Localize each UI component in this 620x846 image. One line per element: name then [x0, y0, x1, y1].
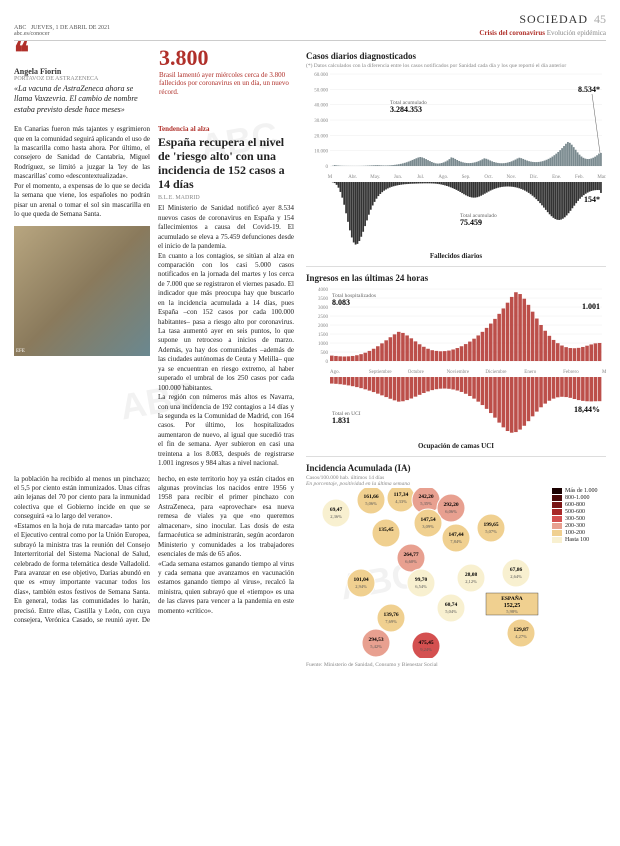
chart3-hosp: 05001000150020002500300035004000Ago.Sept…: [306, 285, 606, 375]
svg-text:67,86: 67,86: [510, 567, 523, 573]
svg-text:139,76: 139,76: [383, 612, 398, 618]
chart1-cases: 010.00020.00030.00040.00050.00060.000MAb…: [306, 70, 606, 180]
article-headline: España recupera el nivel de 'riesgo alto…: [158, 136, 294, 191]
svg-text:28,08: 28,08: [465, 572, 478, 578]
svg-text:129,87: 129,87: [513, 627, 528, 633]
beach-photo: EFE: [14, 226, 150, 356]
svg-text:500: 500: [321, 351, 329, 356]
svg-text:264,77: 264,77: [403, 552, 418, 558]
svg-text:40.000: 40.000: [314, 103, 328, 108]
svg-text:154*: 154*: [584, 195, 600, 204]
svg-text:292,20: 292,20: [443, 502, 458, 508]
article-byline: B.L.E. MADRID: [158, 195, 294, 201]
svg-text:1.831: 1.831: [332, 416, 350, 425]
svg-text:147,44: 147,44: [448, 532, 463, 538]
page-header: ABC JUEVES, 1 DE ABRIL DE 2021 abc.es/co…: [14, 12, 606, 41]
svg-text:ESPAÑA: ESPAÑA: [501, 594, 523, 602]
svg-text:3.284.353: 3.284.353: [390, 105, 422, 114]
quote-role: PORTAVOZ DE ASTRAZENECA: [14, 76, 149, 82]
svg-text:8.083: 8.083: [332, 298, 350, 307]
svg-text:4000: 4000: [318, 288, 329, 293]
chart1-title: Casos diarios diagnosticados: [306, 51, 606, 61]
svg-text:199,65: 199,65: [483, 522, 498, 528]
svg-text:1000: 1000: [318, 342, 329, 347]
svg-text:69,47: 69,47: [330, 507, 343, 513]
svg-text:161,66: 161,66: [363, 494, 378, 500]
svg-text:475,45: 475,45: [418, 640, 433, 646]
crisis-label: Crisis del coronavirus: [479, 29, 545, 37]
img-credit: EFE: [16, 349, 25, 354]
quote-block: ❝ Angela Fiorin PORTAVOZ DE ASTRAZENECA …: [14, 47, 149, 115]
svg-text:117,34: 117,34: [394, 492, 409, 498]
body-text-1: En Canarias fueron más tajantes y esgrim…: [14, 125, 150, 219]
map-title: Incidencia Acumulada (IA): [306, 463, 606, 473]
section-name: SOCIEDAD: [519, 12, 588, 26]
quote-text: «La vacuna de AstraZeneca ahora se llama…: [14, 84, 149, 115]
svg-text:60.000: 60.000: [314, 73, 328, 78]
svg-text:20.000: 20.000: [314, 134, 328, 139]
spain-map: 69,472,36%161,665,06%117,344,33%242,205,…: [306, 488, 546, 658]
article-tag: Tendencia al alza: [158, 125, 294, 133]
chart4-subtitle: Ocupación de camas UCI: [306, 442, 606, 450]
svg-text:60,74: 60,74: [445, 602, 458, 608]
map-subtitle2: En porcentaje, positividad en la última …: [306, 481, 606, 488]
svg-text:50.000: 50.000: [314, 88, 328, 93]
stat-block: 3.800 Brasil lamentó ayer miércoles cerc…: [159, 47, 294, 115]
quote-mark-icon: ❝: [14, 47, 149, 61]
source-text: Fuente: Ministerio de Sanidad, Consumo y…: [306, 662, 606, 668]
svg-text:2500: 2500: [318, 315, 329, 320]
svg-text:101,04: 101,04: [353, 577, 368, 583]
url: abc.es/conocer: [14, 31, 49, 37]
svg-text:147,54: 147,54: [420, 517, 435, 523]
svg-text:10.000: 10.000: [314, 149, 328, 154]
svg-text:1500: 1500: [318, 333, 329, 338]
body-text-2: la población ha recibido al menos un pin…: [14, 475, 294, 626]
svg-text:3500: 3500: [318, 297, 329, 302]
chart2-deaths: Total acumulado75.459154* Fallecidos dia…: [306, 180, 606, 260]
quote-author: Angela Fiorin: [14, 67, 149, 76]
chart2-subtitle: Fallecidos diarios: [306, 252, 606, 260]
stat-desc: Brasil lamentó ayer miércoles cerca de 3…: [159, 71, 294, 96]
svg-text:1.001: 1.001: [582, 302, 600, 311]
svg-text:2000: 2000: [318, 324, 329, 329]
map-legend: Más de 1.000800-1.000600-800500-600300-5…: [552, 488, 606, 658]
svg-text:242,20: 242,20: [418, 494, 433, 500]
crisis-sub: Evolución epidémica: [547, 29, 606, 37]
chart4-uci: Total en UCI1.83118,44% Ocupación de cam…: [306, 375, 606, 450]
svg-text:18,44%: 18,44%: [574, 405, 600, 414]
svg-text:0: 0: [326, 165, 329, 170]
svg-text:8.534*: 8.534*: [578, 85, 600, 94]
svg-text:0: 0: [326, 360, 329, 365]
svg-text:294,53: 294,53: [368, 637, 383, 643]
map-subtitle: Casos/100.000 hab. últimos 14 días: [306, 475, 606, 482]
svg-text:99,70: 99,70: [415, 577, 428, 583]
svg-text:135,45: 135,45: [378, 527, 393, 533]
chart1-note: (*) Datos calculados con la diferencia e…: [306, 63, 606, 70]
chart3-title: Ingresos en las últimas 24 horas: [306, 273, 606, 283]
svg-text:3000: 3000: [318, 306, 329, 311]
stat-number: 3.800: [159, 47, 294, 69]
article-body: El Ministerio de Sanidad notificó ayer 8…: [158, 204, 294, 468]
svg-text:30.000: 30.000: [314, 119, 328, 124]
page-number: 45: [594, 12, 606, 26]
svg-text:75.459: 75.459: [460, 218, 482, 227]
